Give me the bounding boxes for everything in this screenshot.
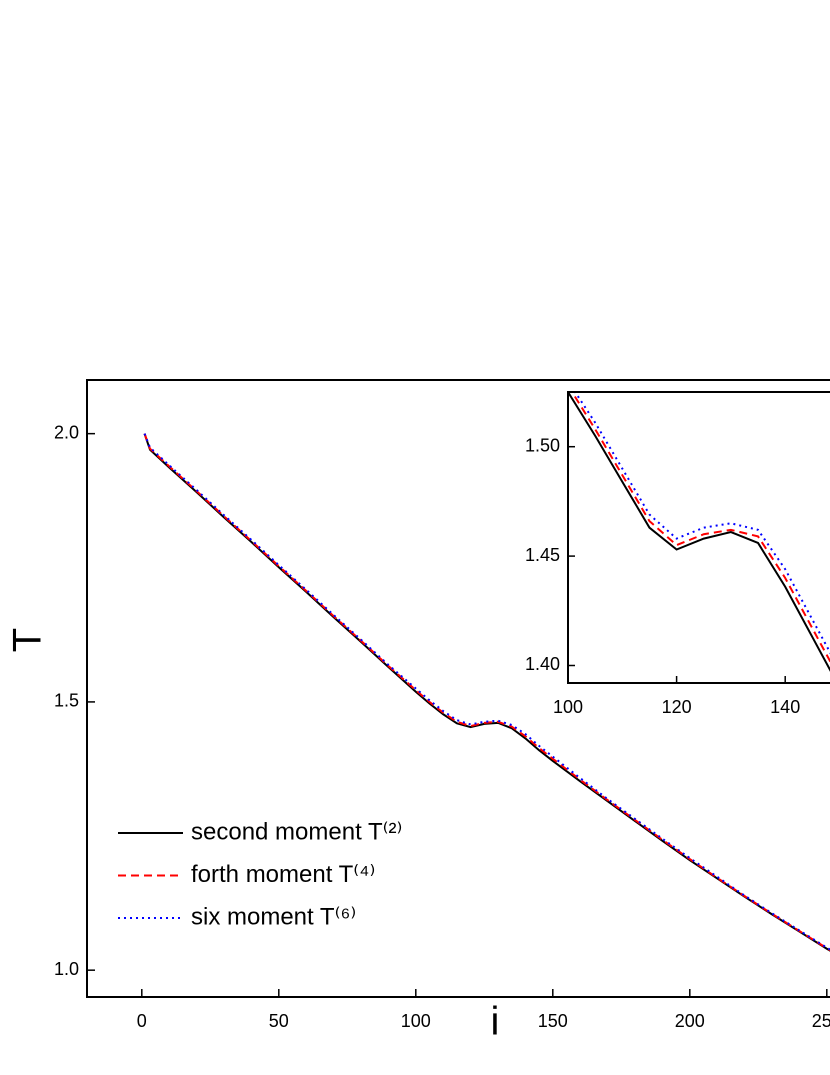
series-line <box>143 433 830 952</box>
legend-label: forth moment T⁽⁴⁾ <box>191 861 375 888</box>
y-tick-label: 1.5 <box>54 691 79 711</box>
y-tick-label: 1.50 <box>525 435 560 455</box>
x-tick-label: 0 <box>137 1011 147 1031</box>
y-tick-label: 1.40 <box>525 654 560 674</box>
x-tick-label: 120 <box>662 697 692 717</box>
y-tick-label: 2.0 <box>54 422 79 442</box>
x-tick-label: 100 <box>401 1011 431 1031</box>
series-line <box>568 392 830 672</box>
y-axis-label: T <box>6 628 50 652</box>
series-line <box>573 392 830 655</box>
series-line <box>570 392 830 664</box>
series-line <box>143 433 830 951</box>
plot-series <box>143 433 830 952</box>
axes-frame <box>86 379 830 998</box>
x-tick-label: 250 <box>812 1011 830 1031</box>
plot-area <box>568 392 830 683</box>
y-tick-label: 1.45 <box>525 545 560 565</box>
axes-frame <box>567 391 830 684</box>
x-tick-label: 50 <box>269 1011 289 1031</box>
x-axis-label: i <box>491 1000 500 1044</box>
plot-series <box>568 392 830 672</box>
x-tick-label: 150 <box>538 1011 568 1031</box>
x-tick-label: 140 <box>770 697 800 717</box>
y-tick-label: 1.0 <box>54 959 79 979</box>
legend-label: six moment T⁽⁶⁾ <box>191 903 356 930</box>
x-tick-label: 100 <box>553 697 583 717</box>
x-tick-label: 200 <box>675 1011 705 1031</box>
legend-label: second moment T⁽²⁾ <box>191 818 402 845</box>
